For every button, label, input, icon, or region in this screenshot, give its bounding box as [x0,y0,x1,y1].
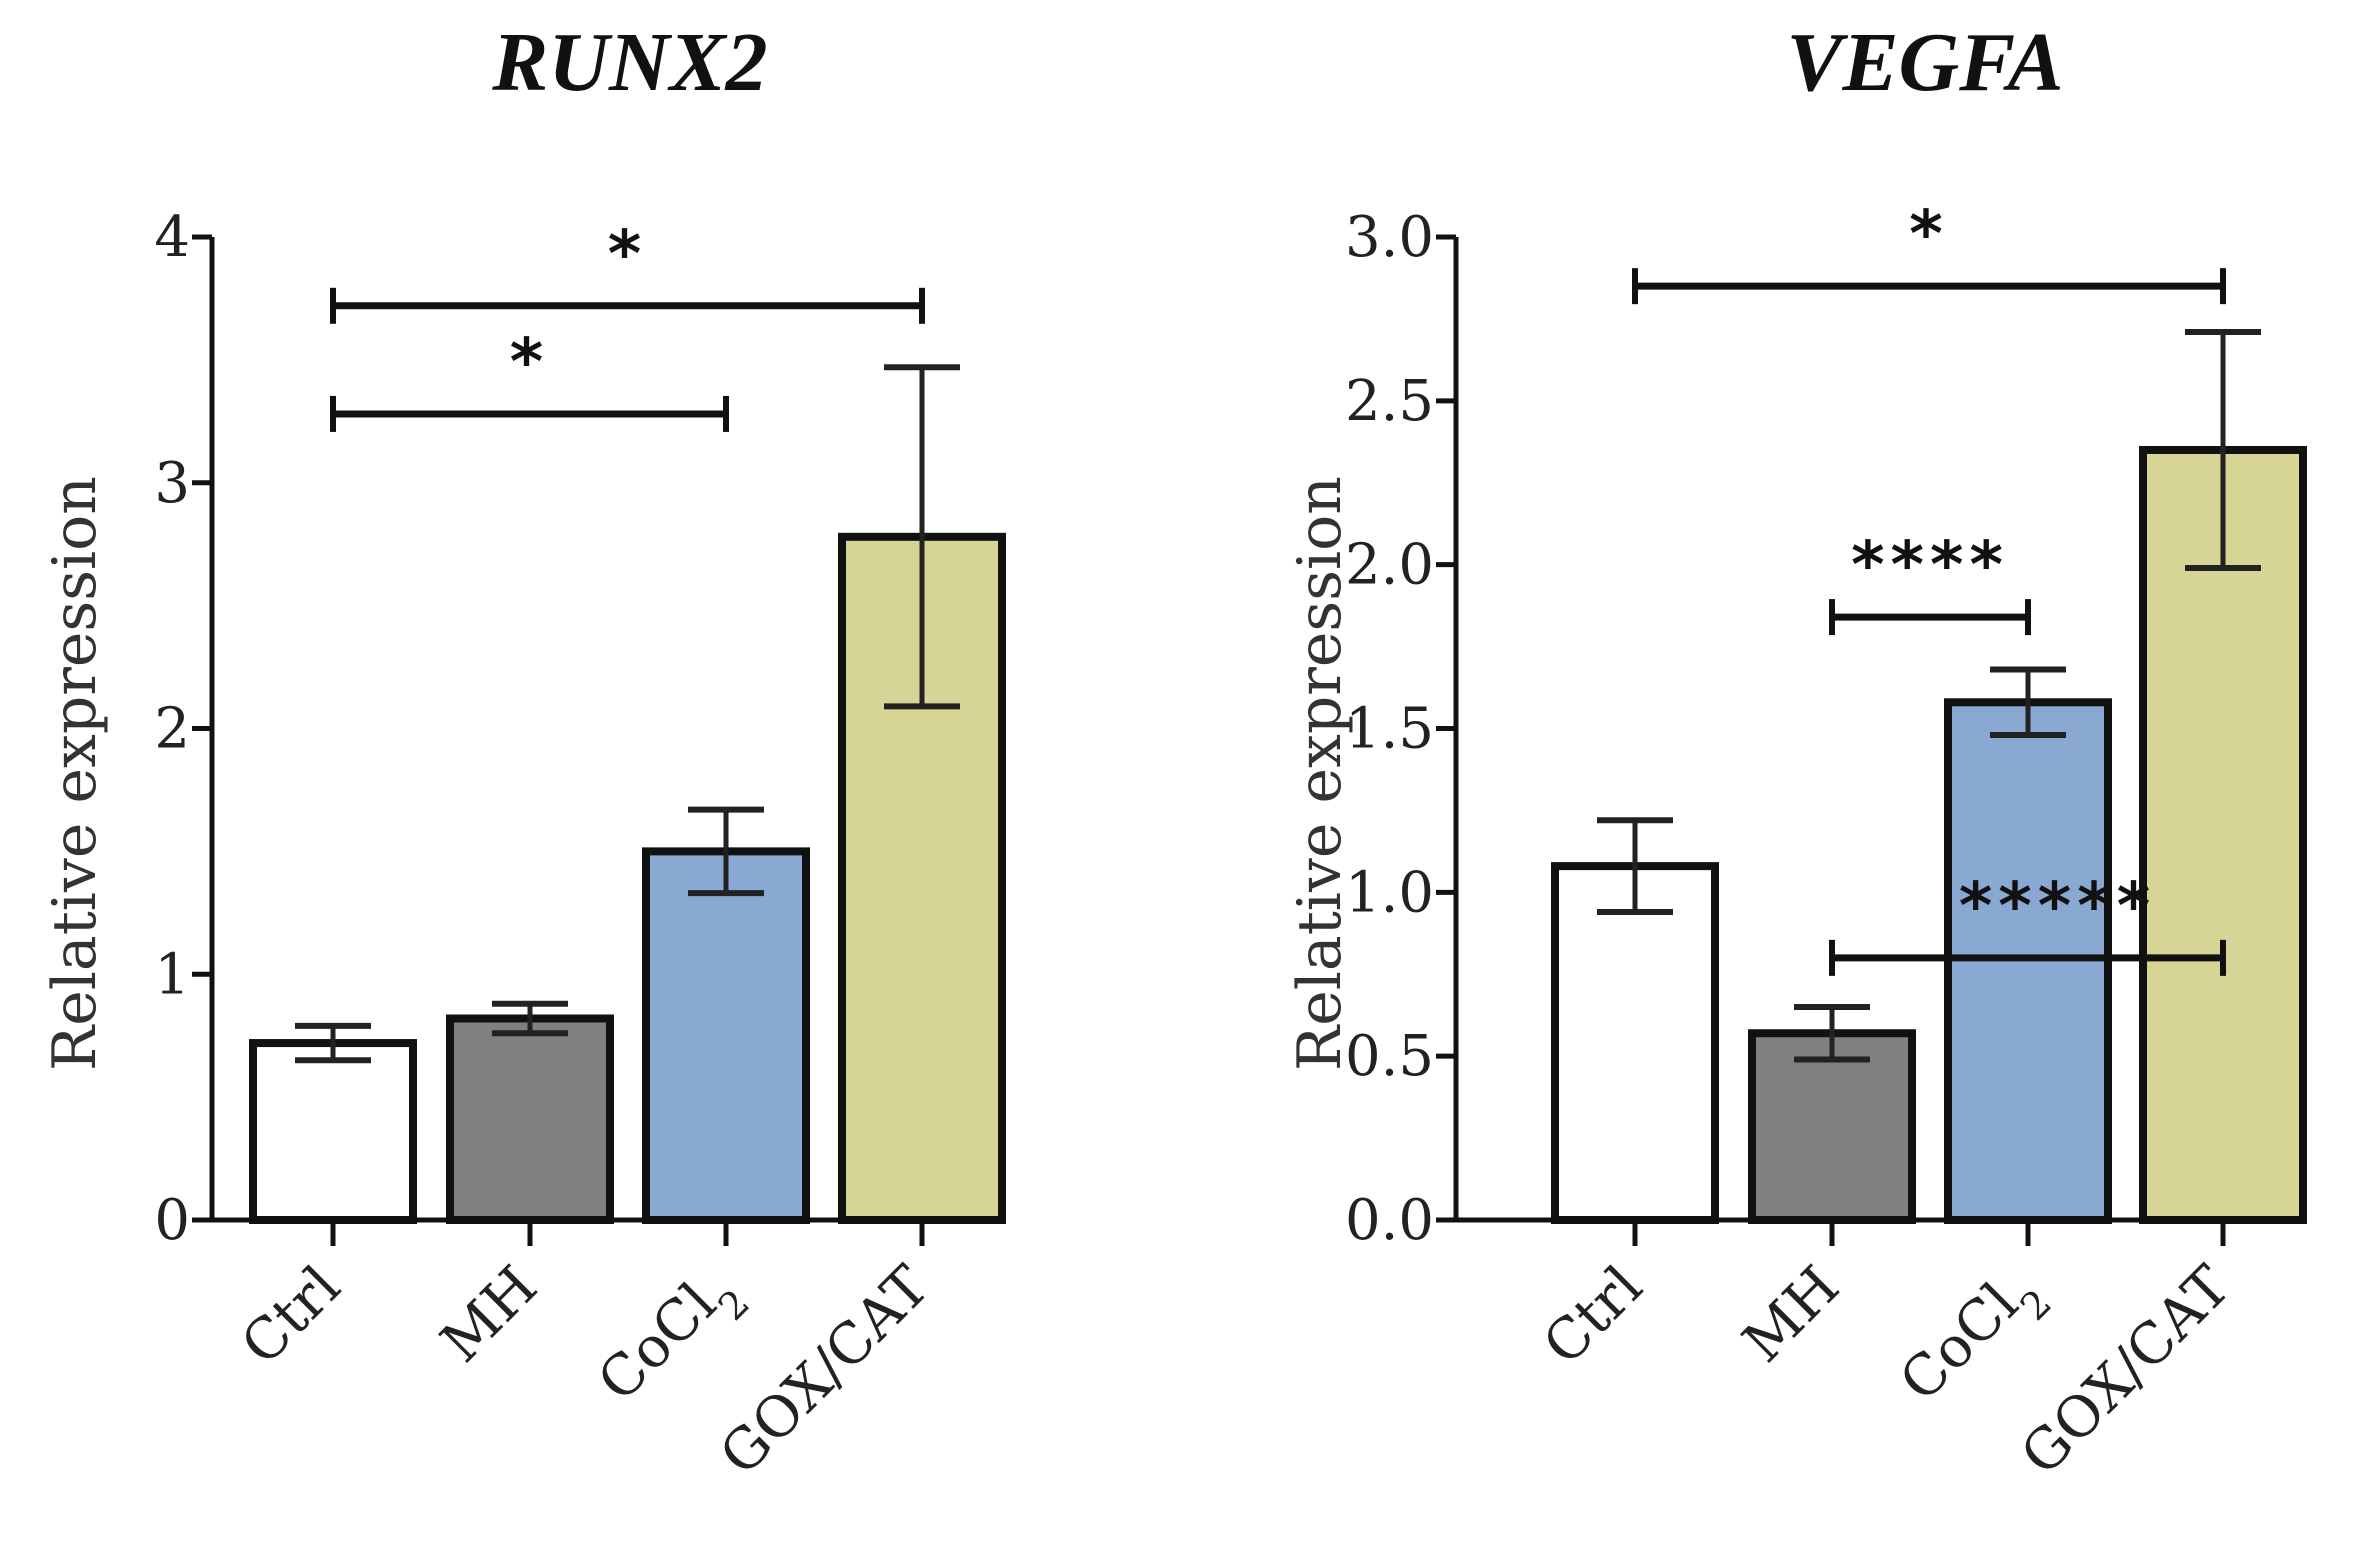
x-tick-label: Ctrl [229,1254,353,1378]
y-tick-label: 1.5 [1345,697,1434,762]
x-tick-label: CoCl2 [1888,1254,2060,1426]
y-tick-label: 1.0 [1345,860,1434,925]
y-axis-label: Relative expression [40,476,110,1071]
y-tick-label: 3 [154,451,190,516]
significance-label: **** [1851,529,2009,603]
chart-title: VEGFA [1786,16,2063,109]
y-tick-label: 2.0 [1345,533,1434,598]
y-tick-label: 3.0 [1345,205,1434,270]
significance-label: * [608,218,647,292]
y-tick-label: 1 [154,942,190,1007]
vegfa-panel: VEGFA Relative expression 0.0 0.5 1.0 1.5 2.0 2… [1285,16,2307,1488]
x-tick-label: CoCl2 [586,1254,758,1426]
significance-label: * [510,326,549,400]
chart-title: RUNX2 [491,16,767,109]
bar-ctrl [249,1039,417,1225]
y-tick-label: 2 [154,697,190,762]
y-tick-label: 0.5 [1345,1024,1434,1089]
y-tick-label: 2.5 [1345,369,1434,434]
significance-label: * [1909,198,1948,272]
x-tick-label: Ctrl [1531,1254,1655,1378]
y-axis-label: Relative expression [1285,476,1355,1071]
runx2-panel: RUNX2 Relative expression 0 1 2 3 4 Ctrl MH CoCl2… [40,16,1006,1488]
bar-cocl [642,847,810,1224]
bar-ctrl [1551,862,1719,1224]
significance-label: ***** [1959,870,2156,944]
x-tick-label: GOX/CAT [708,1254,942,1488]
x-tick-label: MH [1731,1254,1852,1375]
y-tick-label: 0 [154,1188,190,1253]
x-tick-label: MH [429,1254,550,1375]
x-tick-label: GOX/CAT [2009,1254,2243,1488]
bar-mh [446,1014,614,1224]
x-tick-subscript: 2 [2012,1281,2060,1329]
x-tick-subscript: 2 [710,1281,758,1329]
y-tick-label: 4 [154,205,190,270]
y-tick-label: 0.0 [1345,1188,1434,1253]
